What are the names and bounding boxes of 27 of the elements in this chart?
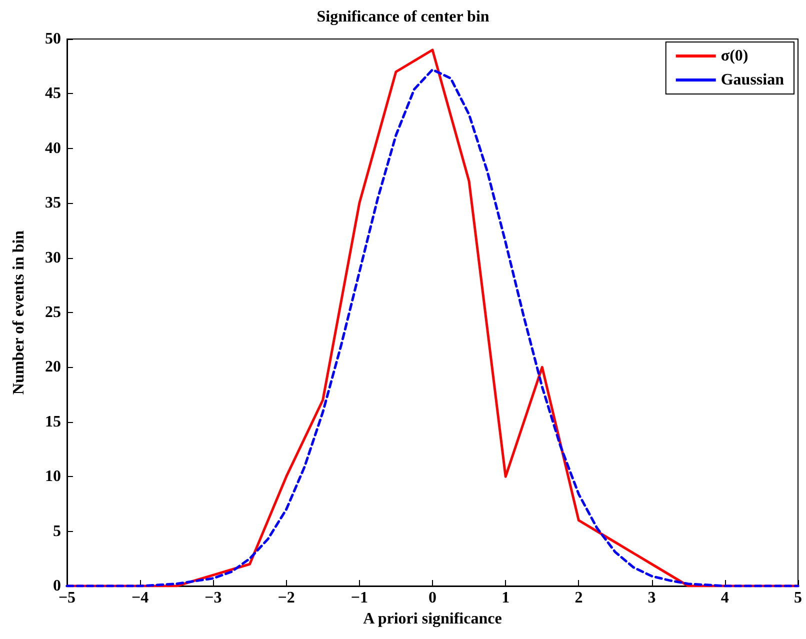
x-tick-label: −3: [204, 590, 222, 606]
y-tick-label: 0: [53, 578, 61, 594]
y-tick-label: 20: [45, 358, 61, 376]
x-tick-label: −4: [132, 590, 149, 606]
y-tick-label: 25: [45, 304, 61, 321]
x-tick-label: 0: [428, 590, 436, 606]
y-tick-label: 30: [45, 249, 61, 266]
legend-label: σ(0): [720, 48, 748, 64]
x-tick-label: 3: [648, 590, 656, 606]
y-tick-label: 50: [45, 30, 61, 48]
x-tick-label: 5: [794, 590, 802, 606]
y-axis-title: Number of events in bin: [10, 230, 28, 395]
y-tick-label: 45: [45, 85, 61, 102]
y-tick-label: 10: [45, 468, 61, 486]
x-tick-label: −5: [58, 590, 76, 606]
x-tick-label: 1: [502, 590, 510, 606]
x-tick-label: −2: [278, 590, 295, 606]
chart-title: Significance of center bin: [316, 8, 490, 26]
y-tick-label: 15: [45, 413, 61, 430]
y-tick-label: 5: [53, 522, 61, 540]
x-tick-label: 2: [574, 590, 583, 606]
y-tick-label: 40: [45, 140, 61, 157]
legend-label: Gaussian: [720, 72, 784, 88]
x-axis-title: A priori significance: [363, 610, 502, 628]
y-tick-label: 35: [45, 194, 61, 212]
x-tick-label: 4: [720, 590, 729, 606]
x-tick-label: −1: [350, 590, 368, 606]
